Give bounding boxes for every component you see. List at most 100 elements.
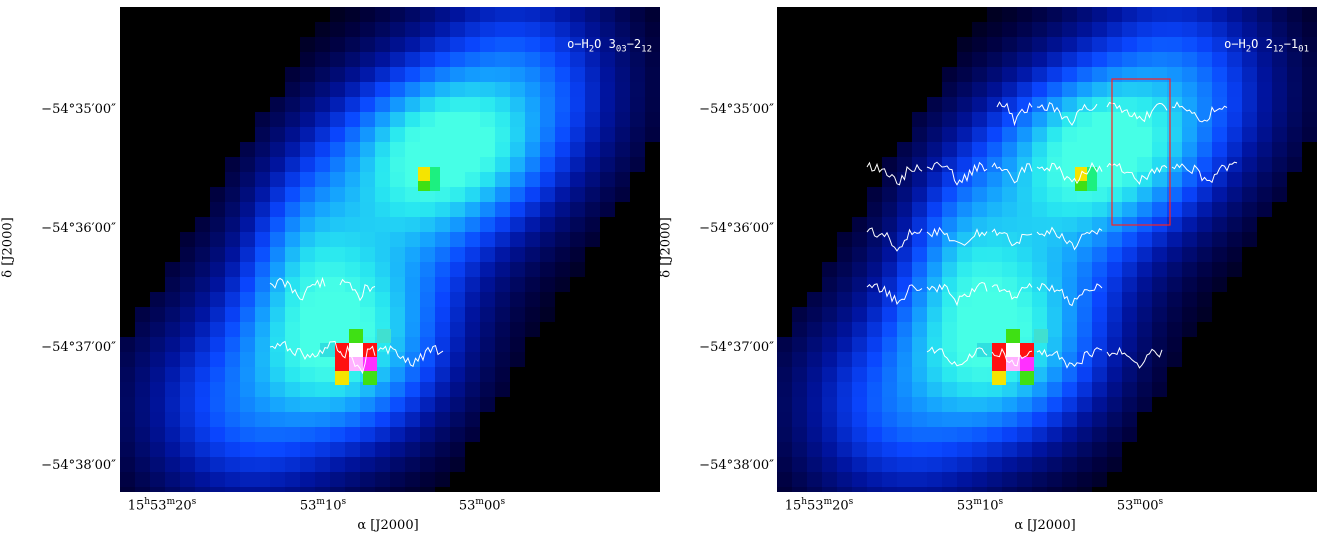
map-pixel <box>1167 67 1182 82</box>
map-pixel <box>363 371 377 385</box>
map-pixel <box>852 427 867 442</box>
map-pixel <box>792 382 807 397</box>
map-pixel <box>240 262 255 277</box>
map-pixel <box>957 187 972 202</box>
map-pixel <box>867 322 882 337</box>
map-pixel <box>1242 52 1257 67</box>
map-pixel <box>375 262 390 277</box>
map-pixel <box>363 357 377 371</box>
map-pixel <box>1287 127 1302 142</box>
map-pixel <box>1017 112 1032 127</box>
map-pixel <box>1197 157 1212 172</box>
map-pixel <box>912 322 927 337</box>
map-pixel <box>987 97 1002 112</box>
map-pixel <box>927 97 942 112</box>
map-pixel <box>450 217 465 232</box>
map-pixel <box>225 367 240 382</box>
map-pixel <box>345 457 360 472</box>
map-pixel <box>1077 382 1092 397</box>
map-pixel <box>897 367 912 382</box>
map-pixel <box>120 427 135 442</box>
map-pixel <box>1257 82 1272 97</box>
map-pixel <box>450 67 465 82</box>
map-pixel <box>1152 232 1167 247</box>
map-pixel <box>1032 7 1047 22</box>
ra-tick-label: 15h53m20s <box>784 497 854 514</box>
map-pixel <box>225 397 240 412</box>
map-pixel <box>300 187 315 202</box>
map-pixel <box>942 127 957 142</box>
map-pixel <box>480 22 495 37</box>
map-pixel <box>882 412 897 427</box>
map-pixel <box>1122 277 1137 292</box>
map-pixel <box>807 472 822 487</box>
map-pixel <box>195 382 210 397</box>
map-pixel <box>987 52 1002 67</box>
map-pixel <box>897 202 912 217</box>
map-pixel <box>195 277 210 292</box>
map-pixel <box>837 322 852 337</box>
map-pixel <box>957 247 972 262</box>
map-pixel <box>792 337 807 352</box>
map-pixel <box>600 127 615 142</box>
map-pixel <box>630 7 645 22</box>
map-pixel <box>942 487 957 492</box>
map-pixel <box>540 247 555 262</box>
map-pixel <box>777 397 792 412</box>
map-pixel <box>1212 112 1227 127</box>
map-pixel <box>1272 172 1287 187</box>
map-pixel <box>345 292 360 307</box>
map-pixel <box>180 487 195 492</box>
map-pixel <box>465 352 480 367</box>
map-pixel <box>972 142 987 157</box>
map-pixel <box>120 367 135 382</box>
map-pixel <box>957 52 972 67</box>
map-pixel <box>377 329 391 343</box>
map-pixel <box>942 217 957 232</box>
map-pixel <box>225 337 240 352</box>
line-label: o−H2O 212−101 <box>1224 37 1309 55</box>
map-pixel <box>1077 292 1092 307</box>
map-pixel <box>285 322 300 337</box>
map-pixel <box>345 307 360 322</box>
map-pixel <box>465 262 480 277</box>
map-pixel <box>1227 157 1242 172</box>
map-pixel <box>912 172 927 187</box>
map-pixel <box>285 352 300 367</box>
map-pixel <box>822 397 837 412</box>
map-pixel <box>285 127 300 142</box>
map-pixel <box>897 142 912 157</box>
map-pixel <box>630 127 645 142</box>
map-pixel <box>1077 472 1092 487</box>
map-pixel <box>180 247 195 262</box>
map-pixel <box>225 427 240 442</box>
map-pixel <box>987 262 1002 277</box>
map-pixel <box>540 7 555 22</box>
map-pixel <box>1017 157 1032 172</box>
map-pixel <box>957 37 972 52</box>
map-pixel <box>210 292 225 307</box>
map-pixel <box>1107 457 1122 472</box>
map-pixel <box>1167 217 1182 232</box>
map-pixel <box>525 37 540 52</box>
map-pixel <box>585 67 600 82</box>
map-pixel <box>792 397 807 412</box>
map-pixel <box>390 157 405 172</box>
map-pixel <box>180 457 195 472</box>
map-pixel <box>1182 7 1197 22</box>
map-pixel <box>957 307 972 322</box>
map-pixel <box>345 22 360 37</box>
map-pixel <box>1107 382 1122 397</box>
map-pixel <box>570 7 585 22</box>
map-pixel <box>897 232 912 247</box>
map-pixel <box>285 232 300 247</box>
map-pixel <box>585 217 600 232</box>
map-pixel <box>942 382 957 397</box>
map-pixel <box>435 112 450 127</box>
map-pixel <box>1062 172 1077 187</box>
map-pixel <box>315 472 330 487</box>
map-pixel <box>330 472 345 487</box>
map-pixel <box>1167 307 1182 322</box>
map-pixel <box>852 352 867 367</box>
map-pixel <box>1032 427 1047 442</box>
